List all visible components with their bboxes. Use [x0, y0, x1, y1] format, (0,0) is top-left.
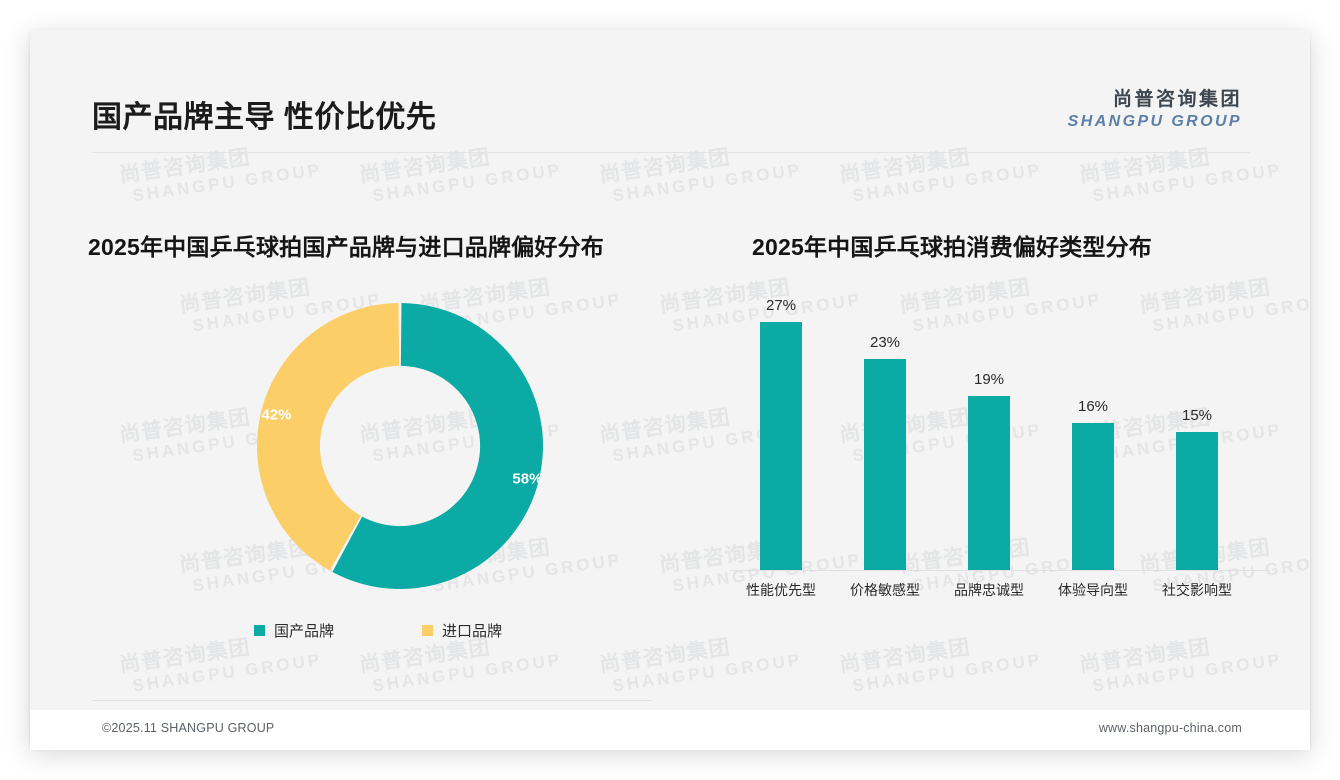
copyright-text: ©2025.11 SHANGPU GROUP: [102, 721, 275, 735]
legend-item-imported[interactable]: 进口品牌: [422, 620, 502, 641]
donut-slice-domestic[interactable]: [332, 303, 543, 589]
donut-slice-label-domestic: 58%: [512, 471, 542, 488]
bar-category-label: 性能优先型: [746, 582, 816, 598]
brand-logo: 尚普咨询集团 SHANGPU GROUP: [1068, 88, 1242, 131]
bar-category-label: 社交影响型: [1162, 582, 1232, 598]
donut-chart-title: 2025年中国乒乓球拍国产品牌与进口品牌偏好分布: [88, 234, 604, 260]
logo-chinese-text: 尚普咨询集团: [1112, 89, 1242, 110]
bar-category-label: 品牌忠诚型: [954, 582, 1024, 598]
bar[interactable]: [864, 359, 906, 570]
bar-category-label: 价格敏感型: [850, 582, 920, 598]
slide-header: 国产品牌主导 性价比优先 尚普咨询集团 SHANGPU GROUP: [30, 30, 1310, 134]
bar[interactable]: [760, 322, 802, 570]
logo-english-text: SHANGPU GROUP: [1067, 112, 1242, 130]
bar-category-label: 体验导向型: [1058, 582, 1128, 598]
donut-legend: 国产品牌 进口品牌: [58, 620, 698, 641]
legend-label-imported: 进口品牌: [442, 623, 503, 640]
bar[interactable]: [1176, 432, 1218, 570]
bar-value-label: 19%: [973, 371, 1005, 388]
bar-column: 19%: [938, 295, 1040, 570]
slide-footer: ©2025.11 SHANGPU GROUP www.shangpu-china…: [30, 710, 1310, 750]
bar-column: 16%: [1042, 295, 1144, 570]
bar-column: 27%: [730, 295, 832, 570]
bar-value-label: 15%: [1181, 407, 1213, 424]
website-url[interactable]: www.shangpu-china.com: [1098, 721, 1242, 735]
header-divider: [92, 152, 1250, 153]
bar-chart-title: 2025年中国乒乓球拍消费偏好类型分布: [752, 234, 1152, 260]
legend-swatch-icon-domestic: [253, 625, 265, 636]
bar-chart-category-axis: 性能优先型 价格敏感型 品牌忠诚型 体验导向型 社交影响型: [730, 580, 1270, 604]
footnote-divider: [92, 700, 652, 701]
bar-value-label: 16%: [1077, 398, 1109, 415]
donut-chart-svg: 58% 42%: [257, 303, 543, 589]
bar[interactable]: [968, 396, 1010, 570]
bar[interactable]: [1072, 423, 1114, 570]
donut-slice-imported[interactable]: [257, 303, 400, 571]
bar-value-label: 23%: [869, 334, 901, 351]
donut-chart-panel: 2025年中国乒乓球拍国产品牌与进口品牌偏好分布 58% 42% 国产品牌 进口…: [58, 200, 698, 670]
bar-chart-panel: 2025年中国乒乓球拍消费偏好类型分布 27% 23% 19% 16% 15% 性能优先…: [720, 200, 1280, 670]
bar-chart-baseline: [730, 570, 1270, 571]
legend-swatch-icon-imported: [422, 625, 433, 636]
slide-card: 尚普咨询集团 SHANGPU GROUP 尚普咨询集团 SHANGPU GROUP 尚普…: [30, 30, 1310, 748]
donut-slice-label-imported: 42%: [261, 406, 291, 423]
bar-value-label: 27%: [765, 297, 797, 314]
legend-label-domestic: 国产品牌: [273, 623, 334, 640]
donut-chart: 58% 42%: [254, 300, 546, 592]
bar-column: 15%: [1146, 295, 1248, 570]
page-title: 国产品牌主导 性价比优先: [92, 101, 437, 134]
legend-item-domestic[interactable]: 国产品牌: [253, 620, 334, 641]
bar-chart-plot: 27% 23% 19% 16% 15%: [730, 295, 1270, 570]
bar-column: 23%: [834, 295, 936, 570]
